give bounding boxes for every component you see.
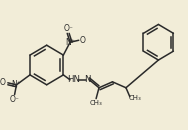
Text: N: N [84,75,91,84]
Text: HN: HN [67,75,80,84]
Text: O: O [80,36,86,45]
Text: O: O [0,78,6,87]
Text: O⁻: O⁻ [10,95,20,104]
Text: N⁺: N⁺ [11,80,21,89]
Text: CH₃: CH₃ [90,100,102,106]
Text: CH₃: CH₃ [128,95,141,101]
Text: O⁻: O⁻ [63,24,73,33]
Text: N⁺: N⁺ [65,38,75,47]
